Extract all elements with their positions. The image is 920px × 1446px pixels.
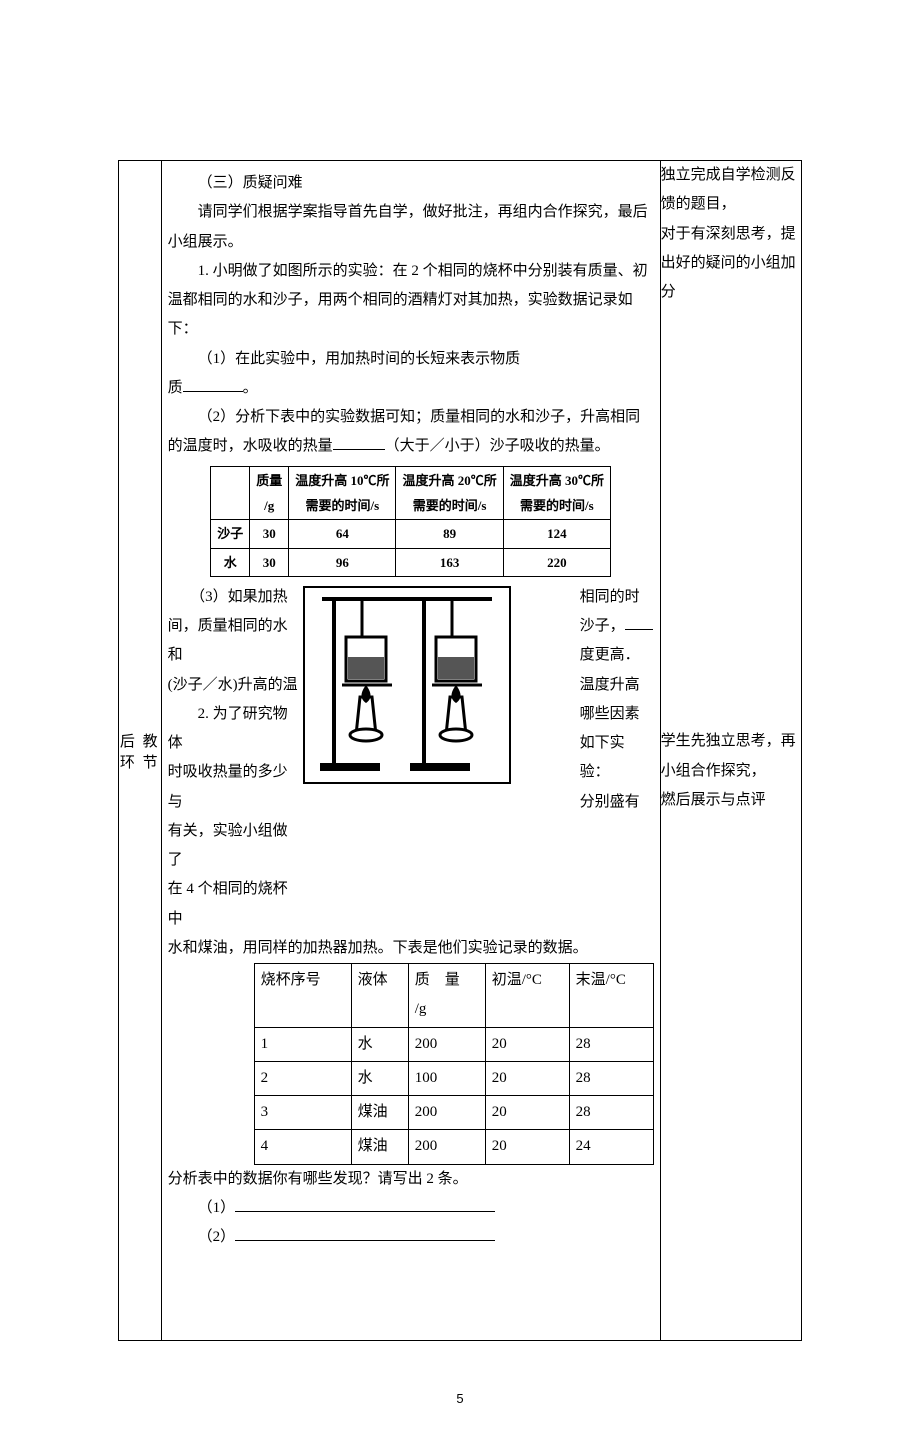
phase-label-1: 后 教 <box>119 730 161 751</box>
phase-label-2: 环 节 <box>119 751 161 772</box>
spacer <box>661 307 801 727</box>
q1-sub1-suffix: 。 <box>243 380 258 396</box>
t1-h0 <box>211 466 250 520</box>
t1-h2: 温度升高 10℃所 需要的时间/s <box>289 466 396 520</box>
table-row: 水 30 96 163 220 <box>211 548 611 576</box>
q1-sub2: （2）分析下表中的实验数据可知；质量相同的水和沙子，升高相同的温度时，水吸收的热… <box>168 403 654 462</box>
q1-sub1: （1）在此实验中，用加热时间的长短来表示物质 <box>168 345 654 374</box>
intro-paragraph: 请同学们根据学案指导首先自学，做好批注，再组内合作探究，最后小组展示。 <box>168 198 654 257</box>
phase-label-cell: 后 教 环 节 <box>119 161 162 1341</box>
notes-cell: 独立完成自学检测反馈的题目， 对于有深刻思考，提出好的疑问的小组加分 学生先独立… <box>660 161 801 1341</box>
below-figure-line: 水和煤油，用同样的加热器加热。下表是他们实验记录的数据。 <box>168 934 654 963</box>
q1-stem: 1. 小明做了如图所示的实验：在 2 个相同的烧杯中分别装有质量、初温都相同的水… <box>168 257 654 345</box>
analysis-line-2: （2） <box>168 1223 654 1252</box>
table-row: 烧杯序号 液体 质 量 /g 初温/°C 末温/°C <box>254 964 653 1028</box>
analysis-prompt: 分析表中的数据你有哪些发现？请写出 2 条。 <box>168 1165 654 1194</box>
table-row: 沙子 30 64 89 124 <box>211 520 611 548</box>
table-row: 质量 /g 温度升高 10℃所 需要的时间/s 温度升高 20℃所 需要的时间/… <box>211 466 611 520</box>
apparatus-svg <box>302 585 512 785</box>
t1-h1: 质量 /g <box>250 466 289 520</box>
t1-h4: 温度升高 30℃所 需要的时间/s <box>503 466 610 520</box>
q1-sub1-line2: 质。 <box>168 374 654 403</box>
right-note-2: 学生先独立思考，再小组合作探究， 燃后展示与点评 <box>661 727 801 815</box>
lesson-plan-table: 后 教 环 节 （三）质疑问难 请同学们根据学案指导首先自学，做好批注，再组内合… <box>118 160 802 1341</box>
wrap-section: （3）如果加热 间，质量相同的水和 (沙子／水)升高的温 2. 为了研究物体 时… <box>168 583 654 934</box>
right-note-1: 独立完成自学检测反馈的题目， 对于有深刻思考，提出好的疑问的小组加分 <box>661 161 801 307</box>
main-content-cell: （三）质疑问难 请同学们根据学案指导首先自学，做好批注，再组内合作探究，最后小组… <box>161 161 660 1341</box>
blank-input[interactable] <box>235 1225 495 1241</box>
table-row: 2 水 100 20 28 <box>254 1061 653 1095</box>
blank-input[interactable] <box>235 1196 495 1212</box>
kerosene-water-table: 烧杯序号 液体 质 量 /g 初温/°C 末温/°C 1 水 200 20 28… <box>254 963 654 1165</box>
wrap-right-text: 相同的时 沙子， 度更高． 温度升高 哪些因素 如下实验： 分别盛有 <box>580 583 654 817</box>
t1-h3: 温度升高 20℃所 需要的时间/s <box>396 466 503 520</box>
page-number: 5 <box>118 1391 802 1406</box>
q1-sub1-prefix: （1）在此实验中，用加热时间的长短来表示物质 <box>198 351 521 367</box>
blank-input[interactable] <box>183 376 243 392</box>
table-row: 4 煤油 200 20 24 <box>254 1130 653 1164</box>
table-row: 3 煤油 200 20 28 <box>254 1096 653 1130</box>
section-heading: （三）质疑问难 <box>168 169 654 198</box>
apparatus-figure <box>302 585 512 785</box>
table-row: 1 水 200 20 28 <box>254 1027 653 1061</box>
blank-input[interactable] <box>333 434 385 450</box>
q1-sub2-suffix: （大于／小于）沙子吸收的热量。 <box>385 438 610 454</box>
analysis-line-1: （1） <box>168 1194 654 1223</box>
wrap-left-text: （3）如果加热 间，质量相同的水和 (沙子／水)升高的温 2. 为了研究物体 时… <box>168 583 298 934</box>
blank-input[interactable] <box>625 614 653 630</box>
spacer <box>168 1252 654 1332</box>
sand-water-table: 质量 /g 温度升高 10℃所 需要的时间/s 温度升高 20℃所 需要的时间/… <box>210 466 611 577</box>
